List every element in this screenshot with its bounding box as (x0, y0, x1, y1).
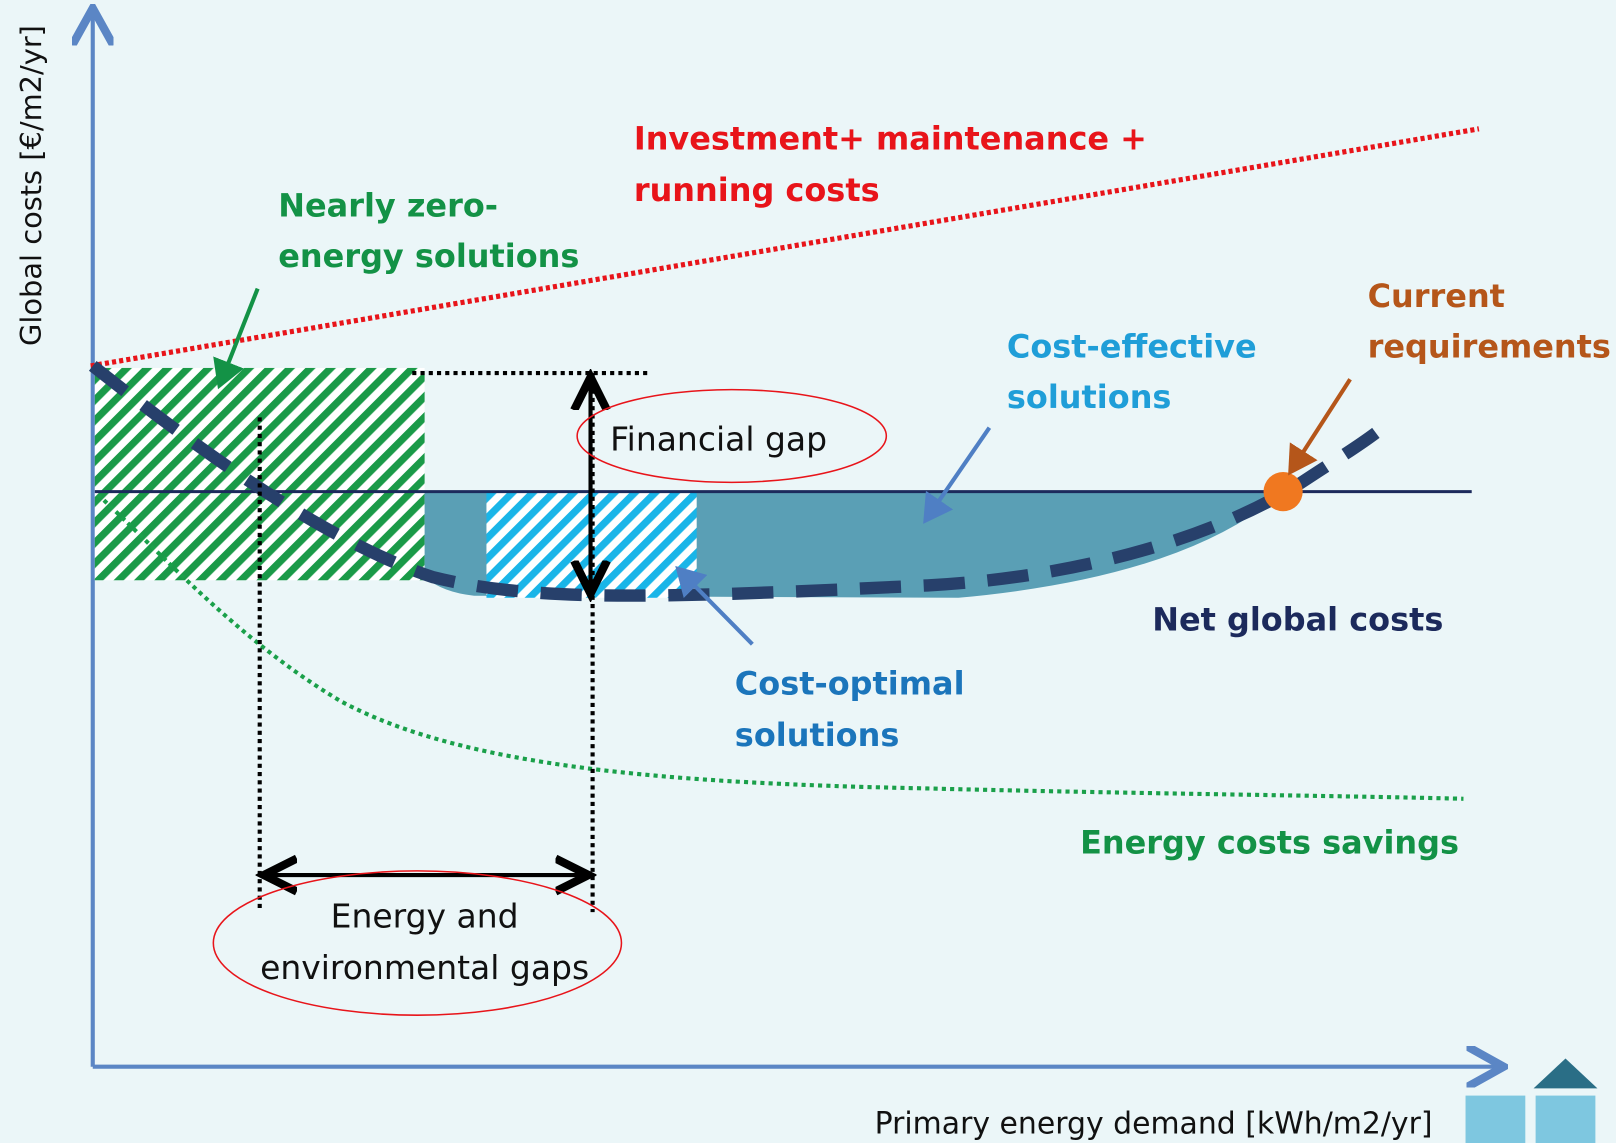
pointer (923, 426, 992, 524)
label: running costs (634, 171, 880, 209)
x-axis-label: Primary energy demand [kWh/m2/yr] (875, 1107, 1433, 1142)
label: Current (1368, 277, 1505, 315)
energy-gap-ellipse (212, 870, 623, 1016)
logo (1535, 1095, 1596, 1143)
label: environmental gaps (260, 948, 589, 987)
financial-gap-ellipse (576, 388, 888, 484)
label: Energy costs savings (1080, 823, 1459, 861)
label: Net global costs (1152, 601, 1443, 639)
net-cost-curve (88, 361, 1380, 602)
logo (1465, 1095, 1526, 1143)
label: Nearly zero- (278, 186, 498, 224)
pointer (675, 565, 754, 646)
label: Financial gap (610, 419, 827, 458)
label: energy solutions (278, 237, 579, 275)
label: requirements (1368, 328, 1611, 366)
label: Investment+ maintenance + (634, 119, 1147, 157)
label: solutions (1007, 378, 1172, 416)
y-axis-label: Global costs [€/m2/yr] (14, 25, 48, 346)
label: Cost-effective (1007, 328, 1257, 366)
label: solutions (735, 716, 900, 754)
logo (1533, 1058, 1598, 1089)
label: Cost-optimal (735, 665, 965, 703)
label: Energy and (331, 897, 519, 936)
current-point (1263, 472, 1303, 512)
investment-line (90, 126, 1480, 369)
pointer (213, 287, 260, 390)
pointer (1288, 378, 1352, 476)
